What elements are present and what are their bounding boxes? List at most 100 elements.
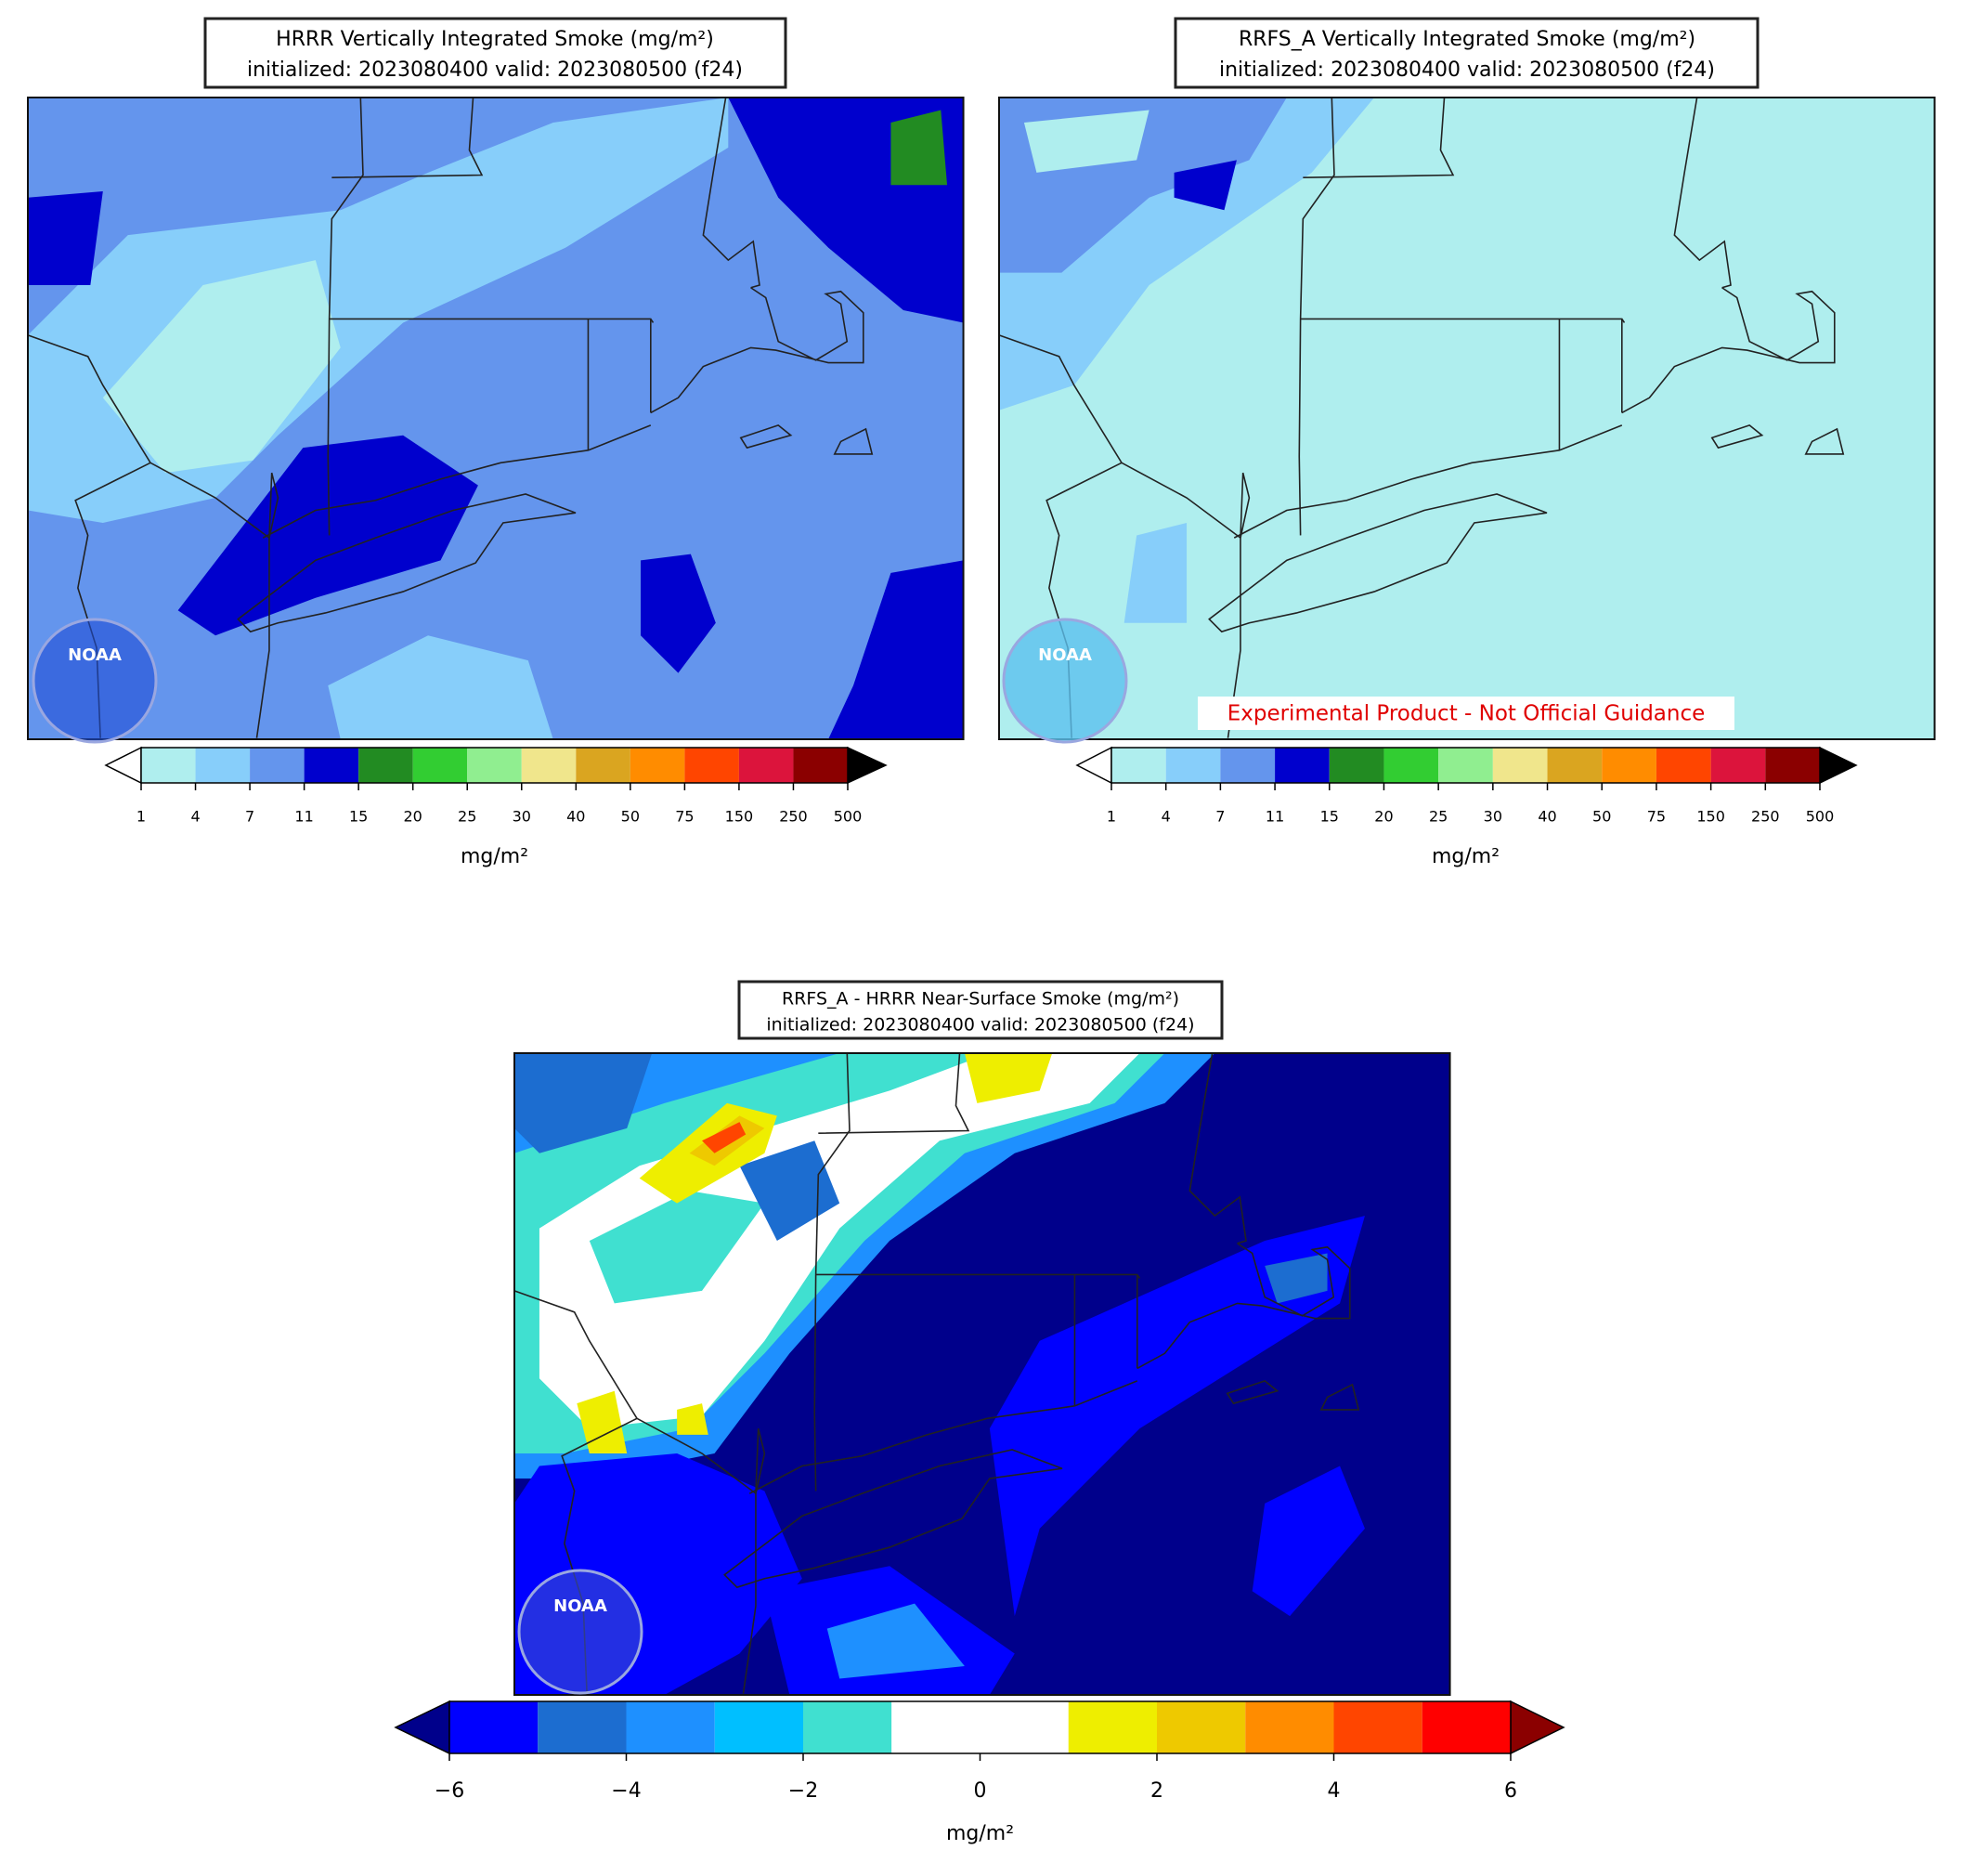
map-panel: RRFS_A - HRRR Near-Surface Smoke (mg/m²)… bbox=[394, 980, 1565, 1845]
colorbar-extend-high bbox=[1819, 746, 1858, 785]
note-box bbox=[1198, 697, 1734, 730]
tick-label: 4 bbox=[1162, 808, 1171, 826]
tick-label: 1 bbox=[136, 808, 146, 826]
colorbar-frame bbox=[140, 747, 849, 784]
tick-label: −4 bbox=[611, 1779, 641, 1803]
colorbar-bin bbox=[1438, 748, 1493, 783]
colorbar-label: mg/m² bbox=[1432, 845, 1500, 868]
colorbar-bin bbox=[467, 748, 522, 783]
colorbar-extend-high bbox=[1510, 1700, 1565, 1755]
map-panel: HRRR Vertically Integrated Smoke (mg/m²)… bbox=[28, 17, 964, 868]
tick-label: 15 bbox=[1320, 808, 1339, 826]
logo-text: NOAA bbox=[68, 645, 122, 665]
colorbar-bin bbox=[1157, 1701, 1246, 1753]
colorbar-label: mg/m² bbox=[946, 1822, 1014, 1845]
colorbar-bin bbox=[1547, 748, 1603, 783]
tick-label: 4 bbox=[190, 808, 200, 826]
colorbar-bin bbox=[1165, 748, 1221, 783]
colorbar-bin bbox=[714, 1701, 803, 1753]
tick-label: 30 bbox=[1484, 808, 1502, 826]
colorbar-bin bbox=[1245, 1701, 1334, 1753]
tick-label: 150 bbox=[725, 808, 754, 826]
panel-subtitle: initialized: 2023080400 valid: 202308050… bbox=[766, 1015, 1194, 1036]
panel-subtitle: initialized: 2023080400 valid: 202308050… bbox=[1219, 59, 1715, 82]
colorbar-bin bbox=[1333, 1701, 1422, 1753]
title-box bbox=[737, 980, 1224, 1040]
tick-label: 11 bbox=[294, 808, 313, 826]
colorbar-bin bbox=[684, 748, 739, 783]
colorbar-bin bbox=[521, 748, 577, 783]
tick-label: 500 bbox=[1806, 808, 1835, 826]
tick-label: 40 bbox=[1538, 808, 1556, 826]
colorbar-extend-high bbox=[847, 746, 888, 785]
tick-label: 50 bbox=[1592, 808, 1611, 826]
colorbar-bin bbox=[250, 748, 305, 783]
tick-label: −2 bbox=[788, 1779, 818, 1803]
colorbar-bin bbox=[412, 748, 468, 783]
colorbar-bin bbox=[793, 748, 848, 783]
tick-label: 4 bbox=[1328, 1779, 1341, 1803]
colorbar-bin bbox=[891, 1701, 980, 1753]
tick-label: 75 bbox=[675, 808, 694, 826]
colorbar-extend-low bbox=[394, 1700, 450, 1755]
colorbar-bin bbox=[626, 1701, 715, 1753]
tick-label: 250 bbox=[779, 808, 808, 826]
tick-label: 0 bbox=[974, 1779, 987, 1803]
tick-label: 40 bbox=[566, 808, 585, 826]
colorbar-bin bbox=[1656, 748, 1711, 783]
tick-label: 50 bbox=[621, 808, 640, 826]
tick-label: 150 bbox=[1696, 808, 1725, 826]
colorbar-bin bbox=[1275, 748, 1330, 783]
tick-label: 75 bbox=[1647, 808, 1666, 826]
tick-label: 11 bbox=[1266, 808, 1284, 826]
logo-text: NOAA bbox=[1038, 645, 1092, 665]
tick-label: 6 bbox=[1504, 1779, 1517, 1803]
colorbar-bin bbox=[1422, 1701, 1511, 1753]
logo-text: NOAA bbox=[553, 1596, 607, 1616]
colorbar-bin bbox=[576, 748, 630, 783]
colorbar-bin bbox=[1329, 748, 1384, 783]
tick-label: 1 bbox=[1107, 808, 1116, 826]
colorbar-bin bbox=[1111, 748, 1166, 783]
tick-label: 20 bbox=[404, 808, 422, 826]
colorbar-bin bbox=[1220, 748, 1276, 783]
map-panel: RRFS_A Vertically Integrated Smoke (mg/m… bbox=[999, 17, 1935, 868]
colorbar-bin bbox=[738, 748, 794, 783]
tick-label: 30 bbox=[513, 808, 531, 826]
colorbar-bin bbox=[304, 748, 359, 783]
colorbar-bin bbox=[141, 748, 196, 783]
colorbar-extend-low bbox=[104, 746, 142, 785]
tick-label: 250 bbox=[1751, 808, 1780, 826]
tick-label: 25 bbox=[458, 808, 476, 826]
colorbar-bin bbox=[538, 1701, 627, 1753]
tick-label: 25 bbox=[1429, 808, 1448, 826]
tick-label: 20 bbox=[1374, 808, 1393, 826]
tick-label: 7 bbox=[245, 808, 254, 826]
colorbar-bin bbox=[1383, 748, 1439, 783]
colorbar-bin bbox=[1710, 748, 1766, 783]
tick-label: 2 bbox=[1150, 1779, 1163, 1803]
colorbar-bin bbox=[1765, 748, 1820, 783]
tick-label: 15 bbox=[349, 808, 368, 826]
panel-title: RRFS_A - HRRR Near-Surface Smoke (mg/m²) bbox=[782, 989, 1179, 1010]
colorbar-bin bbox=[195, 748, 251, 783]
tick-label: 7 bbox=[1215, 808, 1225, 826]
tick-label: 500 bbox=[834, 808, 863, 826]
tick-label: −6 bbox=[435, 1779, 464, 1803]
colorbar-extend-low bbox=[1075, 746, 1112, 785]
title-box bbox=[203, 17, 787, 89]
colorbar-bin bbox=[1068, 1701, 1157, 1753]
colorbar-bin bbox=[630, 748, 685, 783]
colorbar-bin bbox=[449, 1701, 539, 1753]
colorbar-bin bbox=[1492, 748, 1548, 783]
colorbar-label: mg/m² bbox=[461, 845, 528, 868]
disclaimer: Experimental Product - Not Official Guid… bbox=[1227, 702, 1706, 726]
panel-title: RRFS_A Vertically Integrated Smoke (mg/m… bbox=[1239, 28, 1695, 51]
colorbar-frame bbox=[1110, 747, 1821, 784]
colorbar-bin bbox=[1602, 748, 1656, 783]
colorbar-bin bbox=[803, 1701, 892, 1753]
title-box bbox=[1174, 17, 1760, 89]
colorbar-frame bbox=[448, 1700, 1512, 1754]
panel-subtitle: initialized: 2023080400 valid: 202308050… bbox=[247, 59, 743, 82]
